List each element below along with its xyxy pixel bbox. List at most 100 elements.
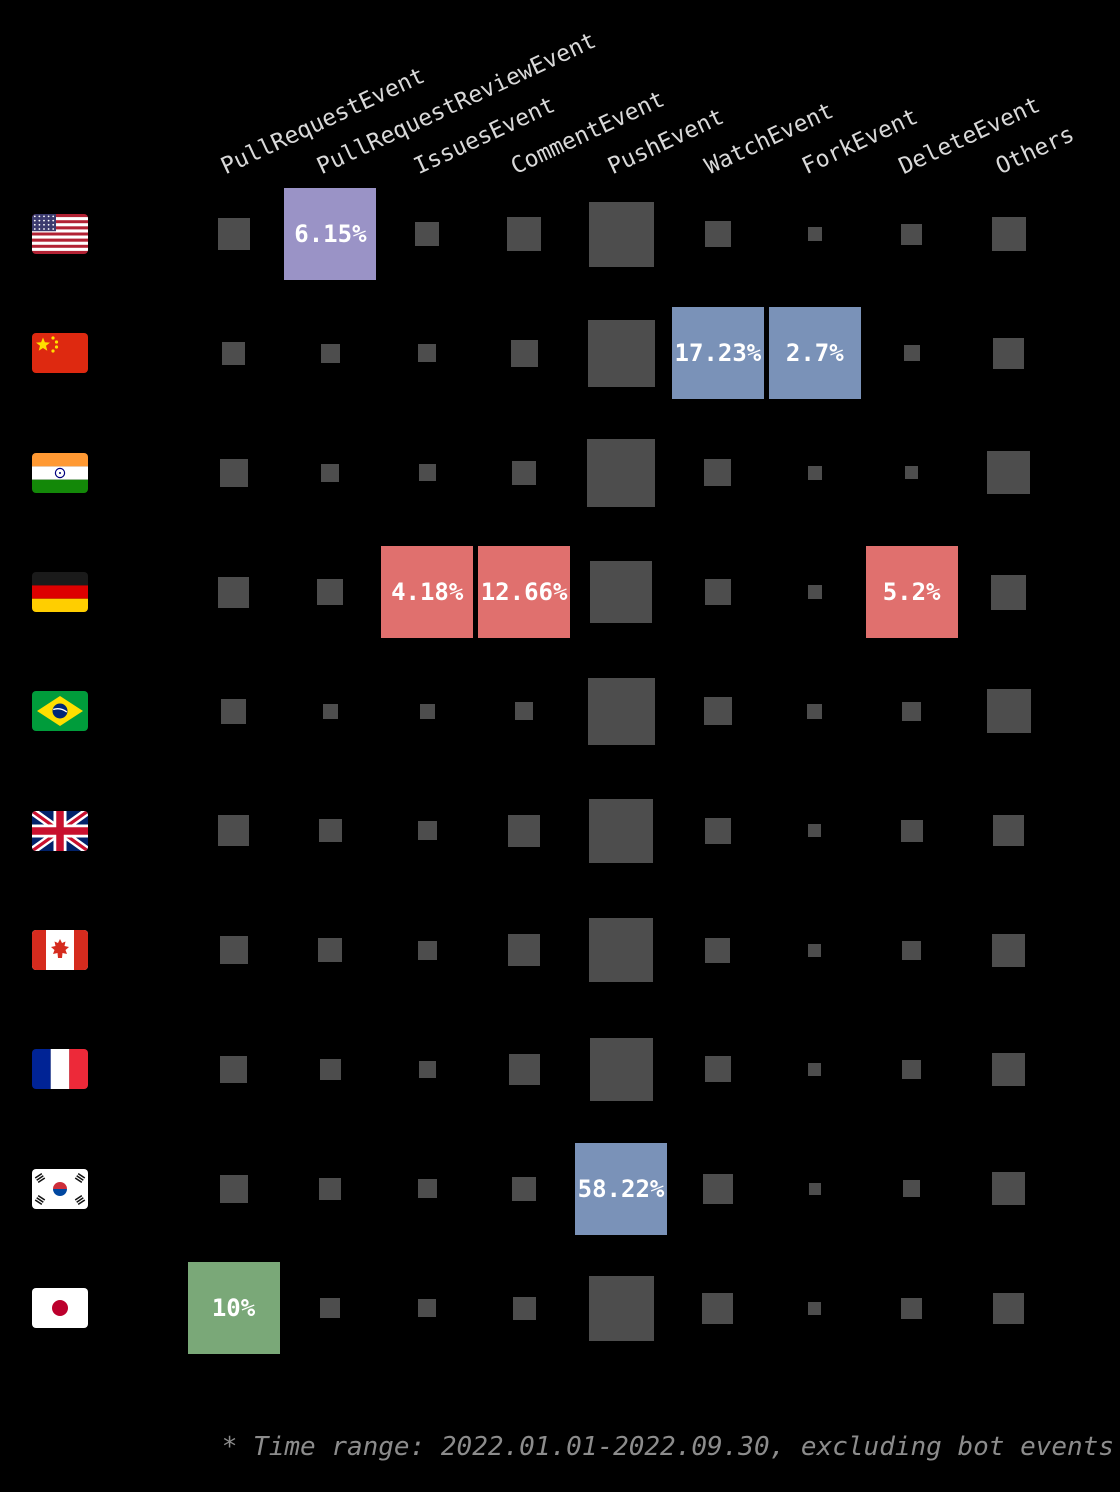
cell-ca-PullRequestEvent[interactable] [219,936,248,964]
cell-us-Others[interactable] [991,217,1026,251]
cell-cn-CommentEvent[interactable] [510,339,538,367]
cell-de-CommentEvent[interactable]: 12.66% [478,546,571,638]
cell-gb-DeleteEvent[interactable] [900,819,923,842]
cell-ca-IssuesEvent[interactable] [417,940,437,960]
cell-jp-WatchEvent[interactable] [702,1292,734,1324]
cell-cn-PullRequestEvent[interactable] [222,341,245,365]
cell-kr-PullRequestReviewEvent[interactable] [319,1177,342,1200]
flag-cn-icon [32,333,88,374]
cell-gb-CommentEvent[interactable] [508,814,541,847]
cell-kr-PushEvent[interactable]: 58.22% [575,1142,667,1235]
cell-fr-DeleteEvent[interactable] [902,1059,922,1079]
cell-de-WatchEvent[interactable] [704,579,731,605]
cell-in-PushEvent[interactable] [587,438,655,507]
cell-gb-IssuesEvent[interactable] [417,821,437,841]
cell-cn-IssuesEvent[interactable] [418,344,437,363]
cell-gb-PushEvent[interactable] [589,798,653,863]
cell-us-PullRequestReviewEvent[interactable]: 6.15% [284,188,377,280]
cell-de-PullRequestEvent[interactable] [218,576,249,608]
cell-gb-Others[interactable] [993,815,1024,847]
cell-gb-PullRequestEvent[interactable] [218,815,249,847]
cell-jp-PushEvent[interactable] [588,1275,654,1341]
cell-jp-CommentEvent[interactable] [512,1296,536,1320]
cell-br-DeleteEvent[interactable] [902,701,922,721]
cell-jp-DeleteEvent[interactable] [901,1297,923,1319]
cell-us-PushEvent[interactable] [588,201,654,267]
cell-kr-Others[interactable] [992,1172,1025,1206]
cell-kr-DeleteEvent[interactable] [903,1180,921,1198]
cell-de-DeleteEvent[interactable]: 5.2% [865,546,958,638]
cell-jp-IssuesEvent[interactable] [418,1299,437,1317]
cell-br-IssuesEvent[interactable] [419,703,435,719]
cell-cn-PushEvent[interactable] [587,319,655,387]
cell-gb-ForkEvent[interactable] [808,824,822,838]
cell-cn-WatchEvent[interactable]: 17.23% [671,307,764,400]
cell-kr-CommentEvent[interactable] [512,1176,537,1201]
cell-fr-Others[interactable] [992,1052,1025,1086]
cell-jp-Others[interactable] [993,1292,1024,1324]
cell-value-label: 17.23% [674,339,762,368]
cell-in-WatchEvent[interactable] [704,459,732,487]
cell-de-Others[interactable] [991,574,1026,610]
cell-br-CommentEvent[interactable] [515,702,534,721]
cell-ca-PullRequestReviewEvent[interactable] [318,938,343,962]
cell-us-CommentEvent[interactable] [507,217,542,251]
cell-br-PushEvent[interactable] [587,677,655,745]
cell-br-Others[interactable] [986,689,1031,734]
cell-cn-PullRequestReviewEvent[interactable] [320,343,340,363]
cell-in-Others[interactable] [987,451,1030,495]
cell-fr-PullRequestReviewEvent[interactable] [319,1058,341,1080]
cell-us-PullRequestEvent[interactable] [217,218,250,250]
cell-value-label: 6.15% [294,220,367,248]
cell-us-DeleteEvent[interactable] [901,223,923,245]
cell-de-IssuesEvent[interactable]: 4.18% [381,546,474,638]
cell-gb-PullRequestReviewEvent[interactable] [318,819,342,843]
cell-kr-IssuesEvent[interactable] [417,1179,437,1199]
flag-us-icon [32,214,88,254]
cell-in-PullRequestEvent[interactable] [219,458,248,487]
cell-jp-ForkEvent[interactable] [808,1301,822,1315]
cell-jp-PullRequestReviewEvent[interactable] [320,1298,341,1318]
cell-us-ForkEvent[interactable] [807,227,822,241]
cell-fr-PullRequestEvent[interactable] [220,1055,247,1083]
cell-jp-PullRequestEvent[interactable]: 10% [187,1262,280,1354]
cell-fr-ForkEvent[interactable] [808,1062,822,1076]
cell-in-ForkEvent[interactable] [807,465,822,480]
cell-us-IssuesEvent[interactable] [415,222,440,246]
cell-in-IssuesEvent[interactable] [418,464,436,482]
cell-fr-IssuesEvent[interactable] [418,1060,436,1078]
cell-cn-ForkEvent[interactable]: 2.7% [768,307,861,400]
cell-br-PullRequestEvent[interactable] [221,698,246,724]
cell-value-label: 10% [211,1294,256,1322]
cell-gb-WatchEvent[interactable] [704,817,731,844]
flag-jp-icon [32,1288,88,1328]
cell-in-DeleteEvent[interactable] [905,466,919,480]
cell-de-PullRequestReviewEvent[interactable] [317,579,344,605]
cell-ca-PushEvent[interactable] [589,918,653,982]
cell-br-ForkEvent[interactable] [807,703,823,719]
cell-kr-ForkEvent[interactable] [808,1182,821,1195]
cell-value-label: 2.7% [785,339,844,368]
cell-value-label: 58.22% [577,1174,665,1203]
cell-de-ForkEvent[interactable] [807,585,822,599]
cell-us-WatchEvent[interactable] [704,221,731,247]
cell-ca-ForkEvent[interactable] [808,943,822,957]
cell-kr-WatchEvent[interactable] [702,1173,733,1204]
cell-ca-Others[interactable] [992,933,1025,967]
cell-ca-DeleteEvent[interactable] [902,940,922,960]
cell-ca-WatchEvent[interactable] [705,937,731,963]
cell-ca-CommentEvent[interactable] [508,934,541,966]
cell-cn-Others[interactable] [993,337,1024,369]
cell-br-PullRequestReviewEvent[interactable] [322,703,338,719]
cell-kr-PullRequestEvent[interactable] [219,1174,248,1203]
cell-fr-PushEvent[interactable] [589,1037,653,1101]
cell-fr-CommentEvent[interactable] [508,1053,540,1085]
cell-cn-DeleteEvent[interactable] [903,345,920,362]
cell-de-PushEvent[interactable] [590,561,652,623]
cell-in-PullRequestReviewEvent[interactable] [321,463,340,482]
flag-kr-icon [32,1168,88,1209]
cell-fr-WatchEvent[interactable] [704,1056,731,1083]
cell-in-CommentEvent[interactable] [512,460,537,485]
cell-br-WatchEvent[interactable] [703,697,732,726]
flag-gb-icon [32,810,88,851]
